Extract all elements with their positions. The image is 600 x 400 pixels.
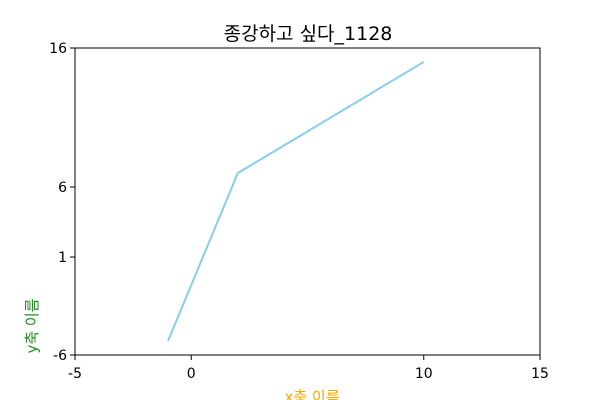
y-tick-label: 16 [49,41,67,57]
y-tick-label: 1 [58,250,67,266]
x-tick-label: 10 [415,366,433,382]
x-tick-label: -5 [68,366,82,382]
x-tick-label: 15 [531,366,549,382]
plot-frame [74,47,541,356]
y-tick-label: -6 [53,348,67,364]
y-axis-label: y축 이름 [23,298,41,353]
x-axis: -5 0 10 15 [68,355,549,382]
chart-title: 종강하고 싶다_1128 [224,23,393,45]
y-tick-label: 6 [58,180,67,196]
x-tick-label: 0 [187,366,196,382]
x-axis-label: x축 이름 [284,388,339,400]
series-line [167,61,425,342]
